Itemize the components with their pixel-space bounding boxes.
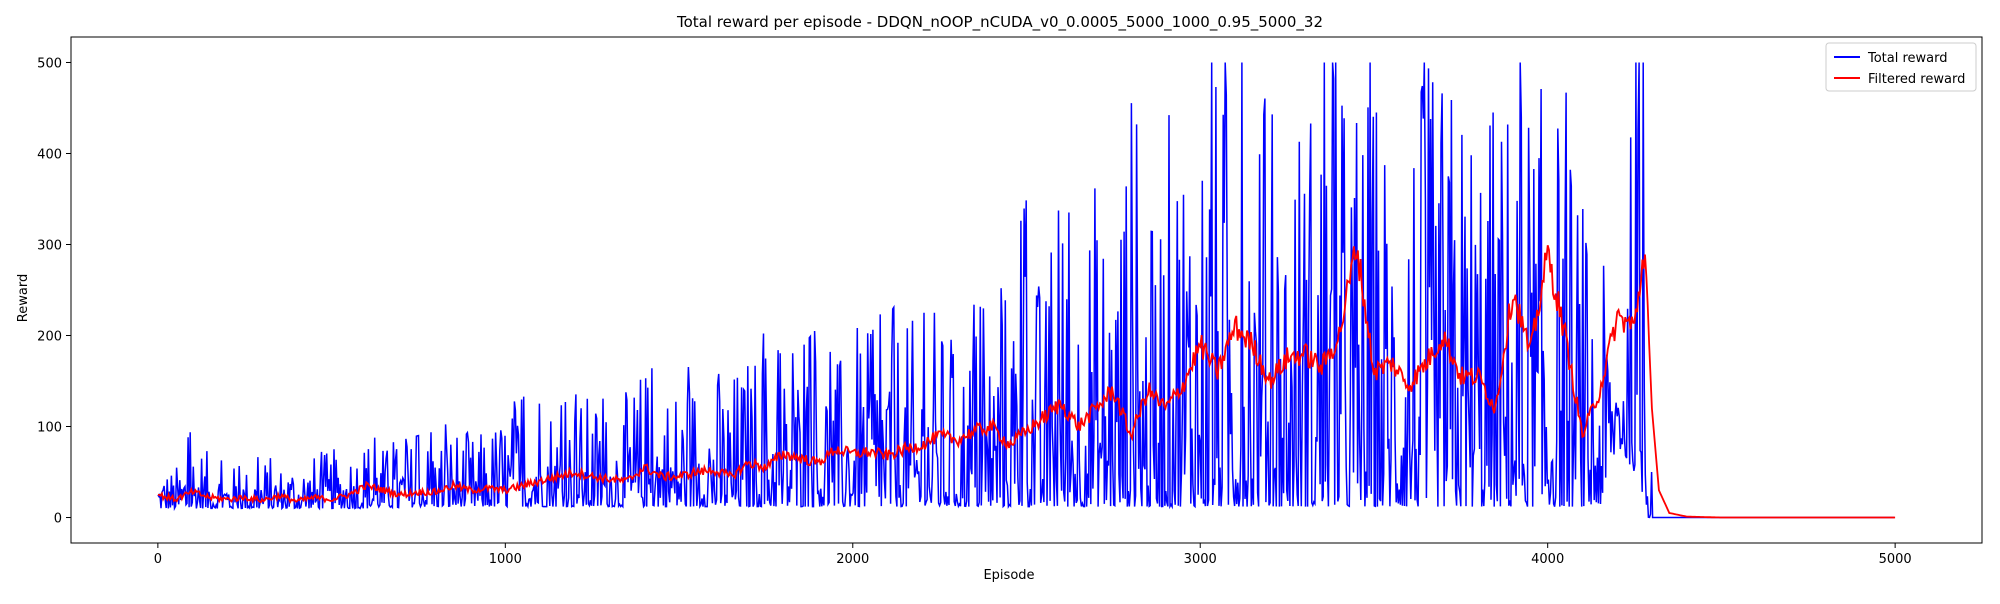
y-tick-label: 200 <box>37 330 62 345</box>
x-tick-label: 1000 <box>489 552 522 567</box>
series-total-reward-line <box>157 62 1895 519</box>
legend-label: Total reward <box>1867 51 1948 66</box>
legend-label: Filtered reward <box>1868 72 1965 87</box>
y-tick-label: 500 <box>37 56 62 71</box>
x-tick-label: 2000 <box>836 552 869 567</box>
legend-box <box>1825 42 1977 92</box>
y-tick-label: 300 <box>37 238 62 253</box>
x-tick-label: 3000 <box>1184 552 1217 567</box>
y-tick-label: 0 <box>54 512 62 527</box>
x-tick-label: 5000 <box>1879 552 1912 567</box>
y-axis-label: Reward <box>16 274 31 322</box>
series-filtered-reward-line <box>157 245 1896 519</box>
y-tick-label: 100 <box>37 421 62 436</box>
plot-area <box>157 62 1896 519</box>
axis-ticks: 0 1000 2000 3000 4000 5000 0 100 200 300 400 500 <box>37 56 1912 567</box>
x-tick-label: 4000 <box>1531 552 1564 567</box>
x-tick-label: 0 <box>154 552 162 567</box>
chart-title: Total reward per episode - DDQN_nOOP_nCU… <box>676 13 1323 32</box>
x-axis-label: Episode <box>983 568 1034 583</box>
legend: Total reward Filtered reward <box>1825 42 1977 92</box>
y-tick-label: 400 <box>37 147 62 162</box>
plot-frame <box>70 36 1983 544</box>
